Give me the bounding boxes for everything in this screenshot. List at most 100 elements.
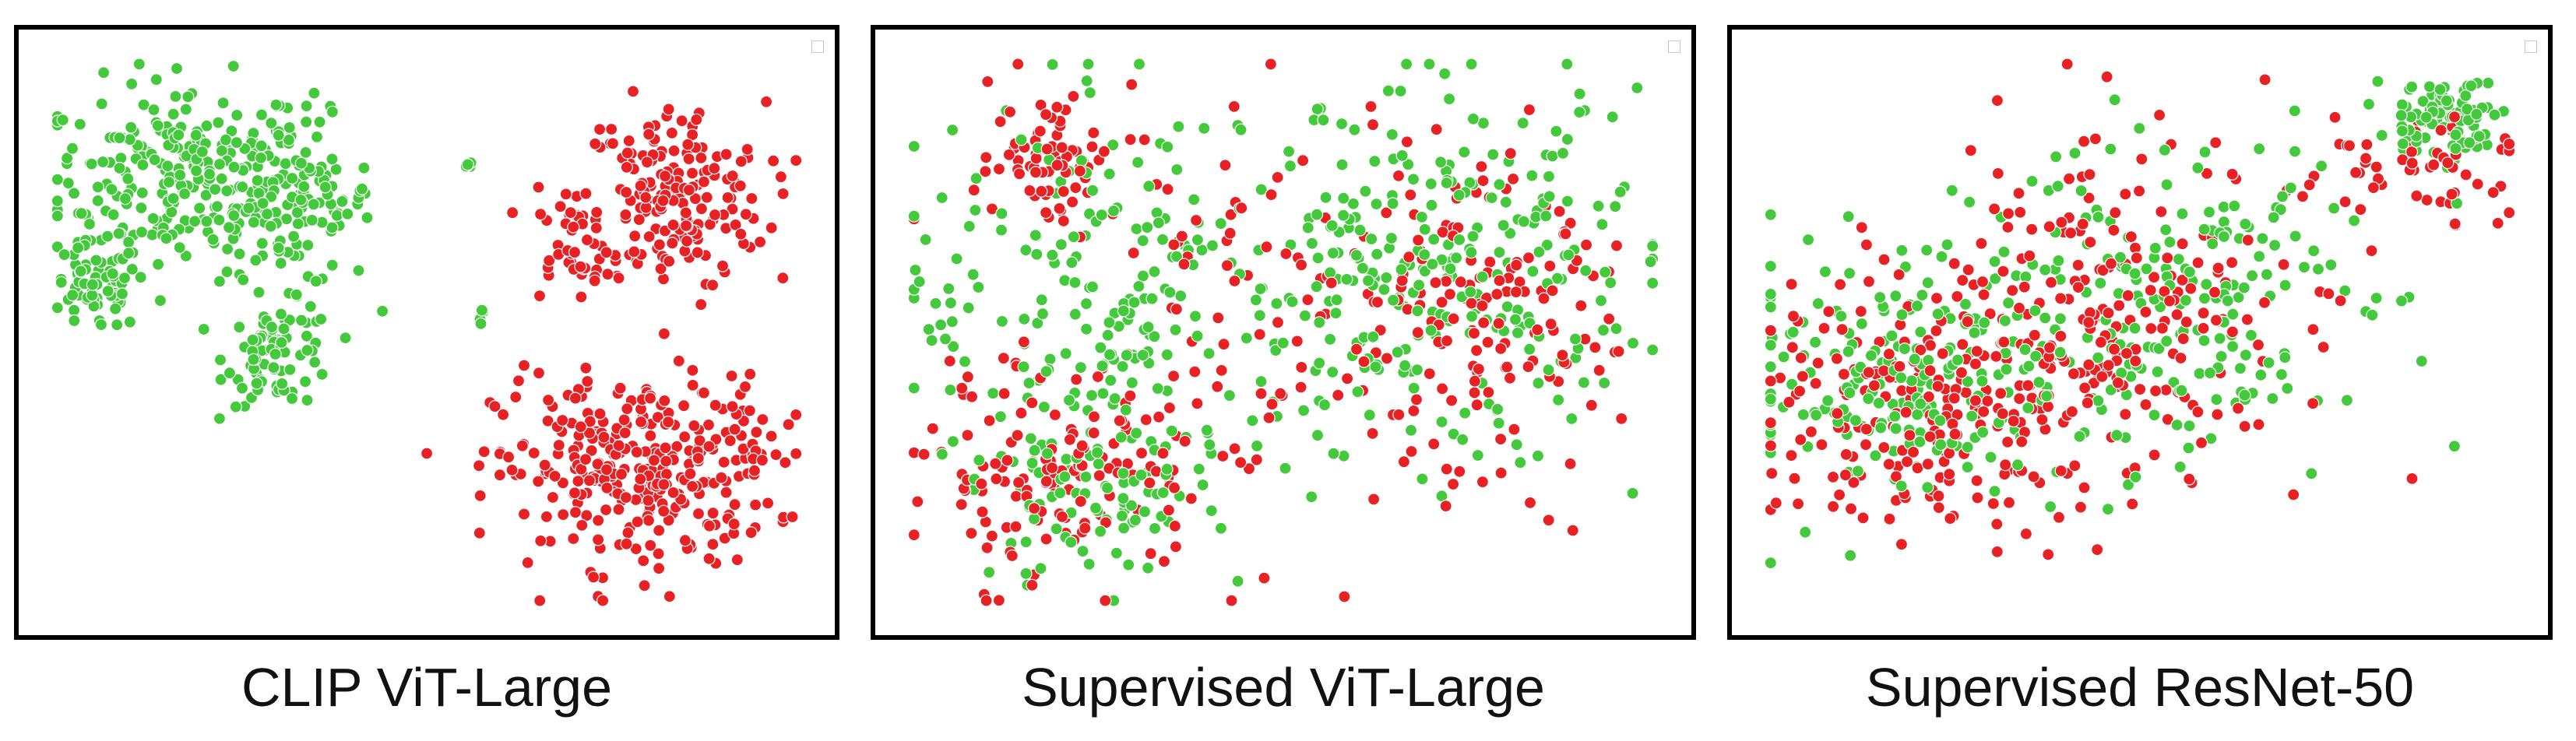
scatter-point [1855, 221, 1868, 234]
scatter-point [1108, 392, 1121, 406]
scatter-point [748, 498, 762, 511]
scatter-point [1103, 348, 1117, 361]
scatter-point [1444, 262, 1457, 276]
scatter-point [152, 258, 165, 271]
scatter-point [1087, 410, 1101, 423]
scatter-point [1434, 156, 1448, 169]
scatter-point [1366, 118, 1380, 132]
scatter-point [86, 278, 100, 291]
scatter-point [621, 402, 634, 416]
scatter-point [2297, 261, 2311, 274]
scatter-point [66, 289, 79, 302]
scatter-point [265, 190, 278, 203]
scatter-point [1626, 336, 1640, 349]
scatter-point [1069, 181, 1082, 195]
scatter-point [1990, 93, 2004, 107]
scatter-point [1092, 457, 1105, 471]
scatter-point [1504, 147, 1517, 160]
scatter-point [1211, 380, 1224, 393]
scatter-point [1916, 289, 1929, 302]
scatter-point [60, 152, 74, 165]
scatter-point [501, 451, 516, 464]
scatter-point [944, 383, 957, 397]
scatter-point [1932, 500, 1945, 514]
scatter-point [231, 108, 244, 122]
scatter-point [1085, 388, 1099, 402]
scatter-point [541, 393, 555, 407]
scatter-point [1440, 334, 1454, 347]
scatter-point [1357, 355, 1371, 368]
scatter-point [2022, 379, 2035, 392]
scatter-point [1543, 190, 1556, 203]
scatter-point [1286, 295, 1299, 308]
scatter-point [326, 153, 339, 166]
scatter-point [1550, 125, 1563, 138]
scatter-point [1311, 102, 1324, 116]
scatter-point [642, 493, 655, 507]
scatter-point [2027, 470, 2040, 483]
scatter-point [708, 208, 722, 222]
scatter-point [981, 75, 994, 89]
scatter-point [619, 208, 632, 221]
scatter-point [2040, 389, 2053, 402]
scatter-point [1821, 394, 1835, 407]
scatter-point [1125, 376, 1138, 389]
scatter-point [1908, 353, 1921, 366]
scatter-point [766, 154, 780, 167]
scatter-point [151, 119, 164, 132]
scatter-point [1107, 204, 1121, 218]
scatter-point [1136, 234, 1149, 248]
scatter-point [1811, 297, 1825, 311]
scatter-point [1494, 432, 1508, 446]
scatter-point [2415, 354, 2428, 368]
scatter-point [160, 232, 173, 245]
scatter-point [1818, 265, 1832, 279]
scatter-point [2092, 351, 2105, 364]
scatter-point [744, 367, 757, 381]
scatter-point [750, 426, 763, 439]
scatter-point [247, 216, 260, 229]
scatter-point [286, 171, 299, 185]
scatter-point [1556, 146, 1570, 160]
scatter-point [942, 282, 955, 295]
scatter-point [2081, 396, 2094, 409]
scatter-point [606, 137, 620, 150]
scatter-point [1976, 374, 1989, 388]
scatter-point [1089, 501, 1103, 514]
scatter-point [2375, 128, 2388, 142]
scatter-point [1368, 155, 1381, 168]
scatter-point [1514, 456, 1527, 469]
scatter-point [709, 399, 722, 412]
scatter-point [188, 215, 202, 228]
scatter-point [91, 181, 104, 194]
scatter-point [776, 187, 790, 200]
scatter-point [2084, 236, 2097, 249]
scatter-point [1124, 133, 1137, 146]
scatter-point [2305, 467, 2318, 480]
scatter-point [1546, 284, 1559, 297]
scatter-point [256, 197, 269, 210]
scatter-point [1835, 323, 1849, 336]
scatter-point [1062, 394, 1076, 407]
scatter-point [556, 413, 569, 427]
scatter-point [2226, 325, 2240, 339]
scatter-point [973, 454, 986, 467]
scatter-point [297, 180, 311, 193]
scatter-point [2158, 285, 2171, 298]
scatter-point [2177, 332, 2190, 346]
scatter-point [212, 116, 225, 129]
scatter-point [1170, 163, 1184, 176]
scatter-point [100, 230, 114, 243]
scatter-point [2052, 511, 2066, 524]
scatter-point [2213, 332, 2226, 345]
scatter-point [782, 418, 795, 431]
scatter-point [961, 428, 974, 442]
scatter-point [715, 471, 728, 484]
scatter-point [1788, 472, 1801, 485]
scatter-point [1614, 185, 1627, 198]
scatter-point [2183, 472, 2196, 486]
scatter-point [1786, 341, 1799, 354]
scatter-point [181, 90, 195, 104]
scatter-point [2160, 335, 2173, 348]
scatter-point [675, 114, 688, 128]
